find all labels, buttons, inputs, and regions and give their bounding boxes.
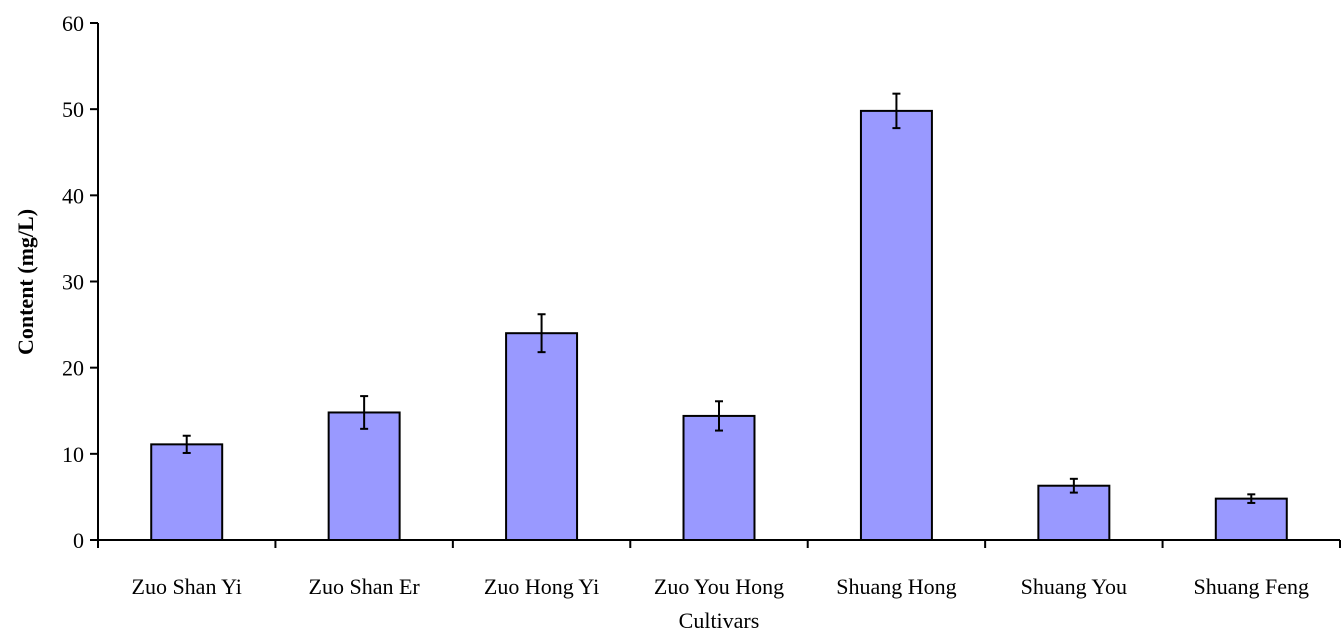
x-tick-label: Shuang Hong	[836, 574, 956, 599]
y-tick-label: 10	[62, 442, 84, 467]
error-bars-group	[182, 92, 1256, 504]
bar	[505, 332, 579, 542]
y-tick-label: 0	[73, 528, 84, 553]
x-tick-label: Zuo You Hong	[654, 574, 784, 599]
bar	[150, 443, 224, 542]
y-tick-label: 40	[62, 183, 84, 208]
bar	[859, 109, 933, 541]
y-tick-label: 30	[62, 270, 84, 295]
x-tick-label: Zuo Shan Yi	[132, 574, 242, 599]
bars-group	[150, 109, 1288, 542]
x-axis-title: Cultivars	[679, 608, 760, 633]
x-tick-label: Shuang Feng	[1194, 574, 1310, 599]
bar	[1037, 484, 1111, 541]
y-tick-label: 20	[62, 356, 84, 381]
x-tick-label: Zuo Shan Er	[309, 574, 421, 599]
bar	[682, 414, 756, 542]
y-axis-title: Content (mg/L)	[13, 209, 38, 355]
x-tick-label: Zuo Hong Yi	[484, 574, 599, 599]
y-ticks-group: 0 10 20 30 40 50 60	[62, 11, 98, 553]
bar	[1214, 497, 1288, 542]
y-tick-label: 50	[62, 97, 84, 122]
x-ticks-group: Zuo Shan Yi Zuo Shan Er Zuo Hong Yi Zuo You…	[97, 540, 1341, 599]
x-tick-label: Shuang You	[1021, 574, 1127, 599]
bar	[327, 411, 401, 541]
y-tick-label: 60	[62, 11, 84, 36]
